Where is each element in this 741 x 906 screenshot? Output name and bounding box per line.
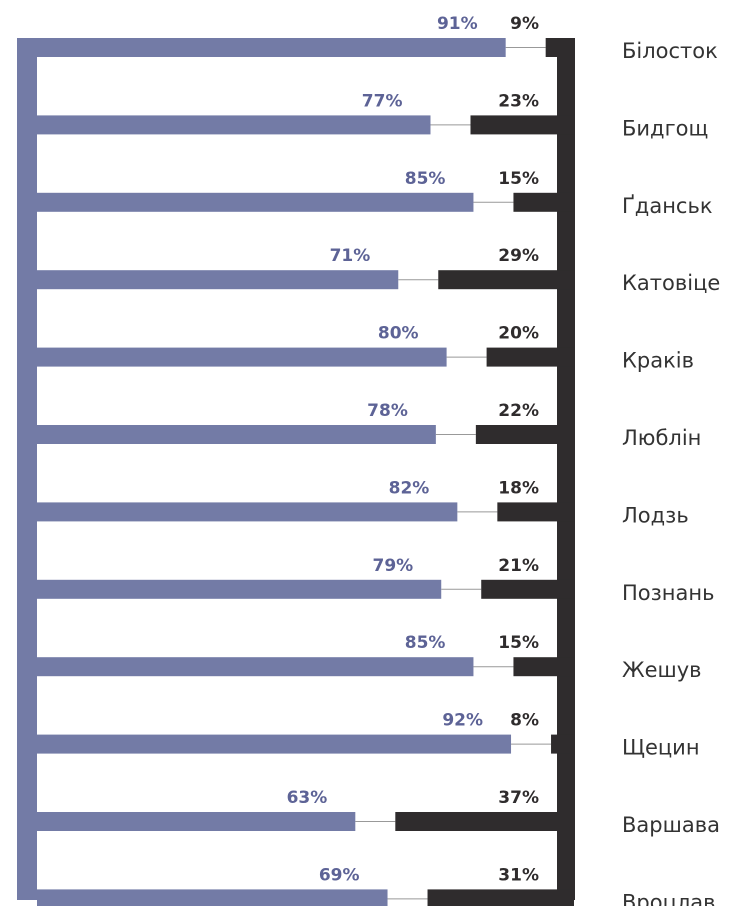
bars-group: 91% 9% Білосток 77% 23% Бидгощ 85% 15% Ґданськ 71… [37,14,720,906]
bar-segment-b [438,270,574,290]
bar-segment-b [427,889,574,906]
bar-segment-a [37,657,474,677]
value-label-a: 63% [287,788,328,808]
value-label-a: 69% [319,865,360,885]
category-label: Краків [622,349,694,373]
category-label: Люблін [622,426,701,450]
category-label: Вроцлав [622,890,716,906]
bar-segment-b [470,115,574,135]
category-label: Познань [622,581,715,605]
right-axis-bar [557,38,575,900]
value-label-a: 85% [405,633,446,653]
category-label: Щецин [622,736,700,760]
value-label-b: 18% [498,478,539,498]
value-label-a: 82% [389,478,430,498]
value-label-a: 77% [362,91,403,111]
bar-segment-b [395,812,574,831]
category-label: Білосток [622,39,718,63]
category-label: Жешув [622,658,702,682]
left-axis-bar [17,38,37,900]
bar-segment-b [551,734,574,754]
value-label-a: 78% [367,401,408,421]
value-label-b: 22% [498,401,539,421]
value-label-b: 23% [498,91,539,111]
value-label-a: 85% [405,169,446,189]
category-label: Варшава [622,813,720,837]
value-label-a: 91% [437,14,478,34]
category-label: Ґданськ [622,194,713,218]
value-label-b: 9% [510,14,539,34]
bar-segment-a [37,347,447,367]
bar-segment-b [475,425,574,444]
category-label: Катовіце [622,271,720,295]
bar-segment-a [37,192,474,212]
bar-segment-b [513,657,574,677]
bar-segment-b [497,502,574,522]
value-label-a: 80% [378,324,419,344]
bar-segment-a [37,579,442,599]
bar-segment-b [545,38,574,57]
bar-segment-a [37,889,388,906]
value-label-b: 37% [498,788,539,808]
value-label-b: 8% [510,711,539,731]
value-label-a: 79% [373,556,414,576]
bar-segment-b [486,347,574,367]
bar-segment-a [37,425,436,444]
bar-segment-a [37,812,356,831]
value-label-a: 71% [330,246,371,266]
bar-segment-a [37,38,506,57]
category-label: Бидгощ [622,116,708,140]
value-label-b: 15% [498,169,539,189]
bar-segment-b [481,579,574,599]
category-label: Лодзь [622,503,689,527]
value-label-b: 21% [498,556,539,576]
value-label-a: 92% [442,711,483,731]
bar-segment-a [37,502,458,522]
bar-segment-b [513,192,574,212]
value-label-b: 15% [498,633,539,653]
bar-segment-a [37,270,399,290]
value-label-b: 31% [498,865,539,885]
bar-segment-a [37,734,512,754]
bar-segment-a [37,115,431,135]
value-label-b: 20% [498,324,539,344]
value-label-b: 29% [498,246,539,266]
